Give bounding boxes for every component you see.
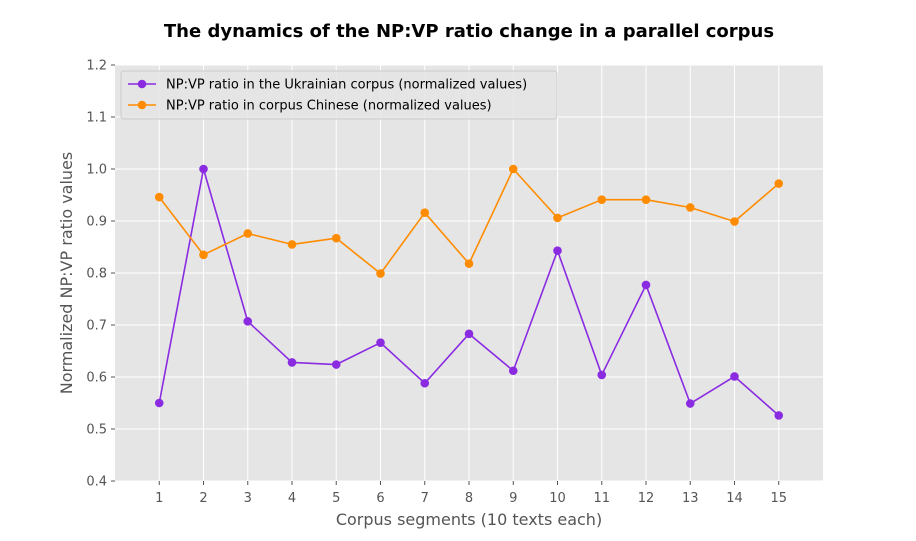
- data-point: [597, 195, 607, 204]
- x-tick-label: 13: [682, 491, 699, 506]
- x-tick-label: 3: [244, 491, 252, 506]
- data-point: [774, 411, 784, 420]
- data-point: [553, 246, 562, 255]
- x-tick-label: 10: [549, 491, 566, 506]
- data-point: [199, 250, 208, 260]
- y-tick-label: 1.2: [86, 59, 107, 74]
- legend: NP:VP ratio in the Ukrainian corpus (nor…: [120, 70, 558, 120]
- data-point: [154, 192, 164, 202]
- data-point: [199, 164, 208, 174]
- legend-label: NP:VP ratio in corpus Chinese (normalize…: [166, 99, 492, 114]
- data-point: [287, 358, 297, 367]
- data-point: [331, 360, 341, 369]
- y-tick-label: 0.4: [86, 475, 107, 490]
- y-tick-label: 0.5: [86, 423, 107, 438]
- axes: 0.40.50.60.70.80.91.01.11.21 2 3 4 5 6 7 8 9 10 11…: [86, 59, 787, 507]
- data-point: [685, 203, 695, 212]
- series-0: [154, 164, 784, 420]
- legend-item: NP:VP ratio in corpus Chinese (normalize…: [128, 99, 492, 114]
- x-tick-label: 15: [770, 491, 787, 506]
- x-tick-label: 4: [288, 491, 296, 506]
- data-point: [376, 269, 385, 278]
- y-tick-label: 0.9: [86, 215, 107, 230]
- data-point: [243, 229, 253, 238]
- x-tick-label: 5: [332, 491, 340, 506]
- data-point: [597, 370, 607, 380]
- y-axis-label: Normalized NP:VP ratio values: [57, 152, 76, 395]
- x-tick-label: 14: [726, 491, 743, 506]
- data-point: [287, 240, 297, 249]
- legend-marker: [137, 100, 147, 110]
- legend-marker: [137, 79, 147, 89]
- data-point: [730, 372, 739, 381]
- data-point: [376, 338, 385, 347]
- series: [154, 164, 784, 420]
- legend-item: NP:VP ratio in the Ukrainian corpus (nor…: [128, 78, 527, 93]
- data-point: [508, 164, 518, 174]
- data-point: [774, 179, 784, 188]
- x-tick-label: 9: [509, 491, 517, 506]
- data-point: [464, 329, 474, 339]
- data-point: [243, 317, 253, 326]
- x-tick-label: 7: [421, 491, 429, 506]
- chart-title: The dynamics of the NP:VP ratio change i…: [164, 21, 774, 42]
- data-point: [420, 378, 430, 388]
- legend-label: NP:VP ratio in the Ukrainian corpus (nor…: [166, 78, 527, 93]
- y-tick-label: 0.8: [86, 267, 107, 282]
- series-1: [154, 164, 784, 278]
- x-axis-label: Corpus segments (10 texts each): [336, 510, 602, 529]
- x-tick-label: 11: [593, 491, 610, 506]
- data-point: [730, 217, 739, 226]
- x-tick-label: 8: [465, 491, 473, 506]
- data-point: [420, 208, 430, 217]
- x-tick-label: 12: [638, 491, 655, 506]
- x-tick-label: 6: [376, 491, 384, 506]
- legend-frame: [120, 70, 558, 120]
- data-point: [508, 366, 518, 376]
- y-tick-label: 0.6: [86, 371, 107, 386]
- y-tick-label: 0.7: [86, 319, 107, 334]
- x-tick-label: 1: [155, 491, 163, 506]
- data-point: [553, 213, 562, 223]
- data-point: [641, 195, 651, 204]
- y-tick-label: 1.0: [86, 163, 107, 178]
- data-point: [154, 398, 164, 408]
- data-point: [685, 399, 695, 408]
- data-point: [641, 280, 651, 290]
- data-point: [464, 259, 474, 268]
- y-tick-label: 1.1: [86, 111, 107, 126]
- x-tick-label: 2: [199, 491, 207, 506]
- data-point: [331, 233, 341, 243]
